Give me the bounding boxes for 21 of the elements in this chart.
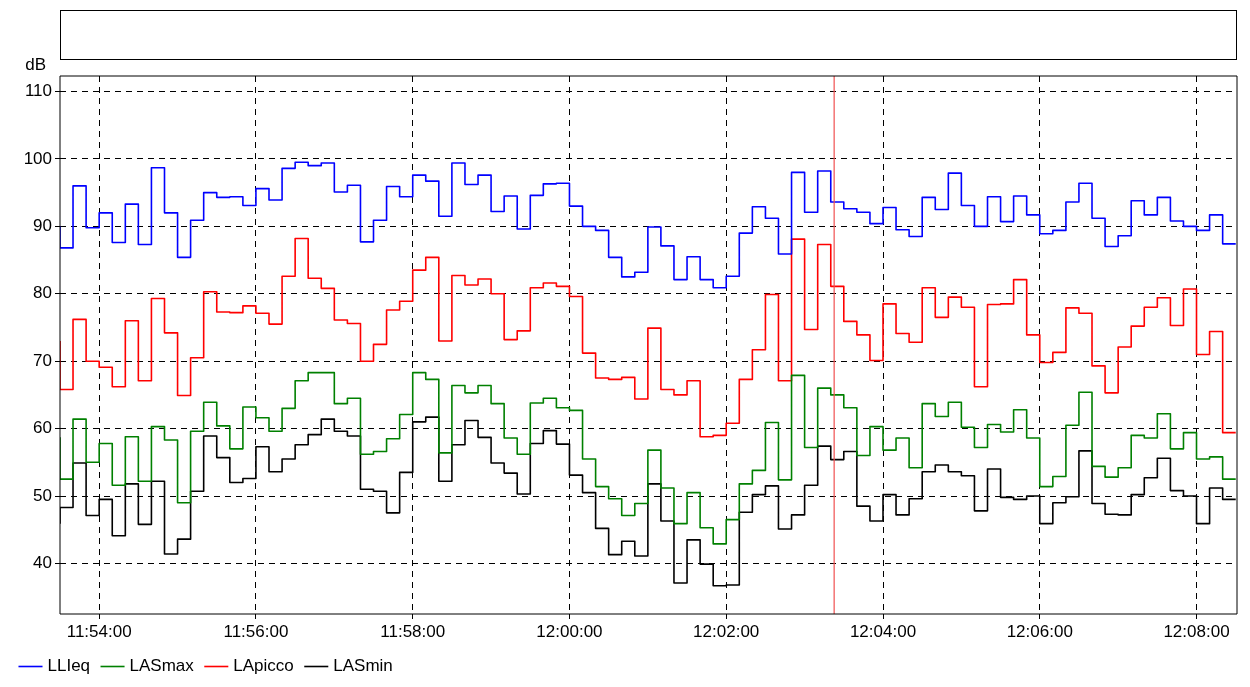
x-tick-label: 12:04:00 bbox=[849, 621, 917, 641]
y-tick-label: 110 bbox=[24, 81, 52, 101]
x-tick-label: 12:08:00 bbox=[1163, 621, 1230, 641]
x-tick-label: 12:02:00 bbox=[693, 621, 760, 641]
y-tick-label: 80 bbox=[33, 283, 52, 303]
x-tick-label: 12:06:00 bbox=[1006, 621, 1073, 641]
y-tick-label: 60 bbox=[33, 418, 52, 438]
x-tick-label: 11:56:00 bbox=[223, 621, 289, 641]
y-tick-label: 50 bbox=[33, 485, 52, 505]
y-tick-label: 90 bbox=[33, 216, 52, 236]
legend-label: LASmax bbox=[129, 656, 195, 676]
y-tick-label: 100 bbox=[23, 148, 52, 168]
legend-label: LApicco bbox=[233, 656, 294, 676]
legend-label: LLIeq bbox=[47, 656, 91, 676]
legend-label: LASmin bbox=[333, 656, 393, 676]
x-tick-label: 12:00:00 bbox=[536, 621, 603, 641]
y-tick-label: 40 bbox=[33, 553, 52, 573]
x-tick-label: 11:58:00 bbox=[380, 621, 446, 641]
y-tick-label: 70 bbox=[33, 350, 52, 370]
x-tick-label: 11:54:00 bbox=[66, 621, 132, 641]
y-axis-title: dB bbox=[25, 55, 46, 75]
